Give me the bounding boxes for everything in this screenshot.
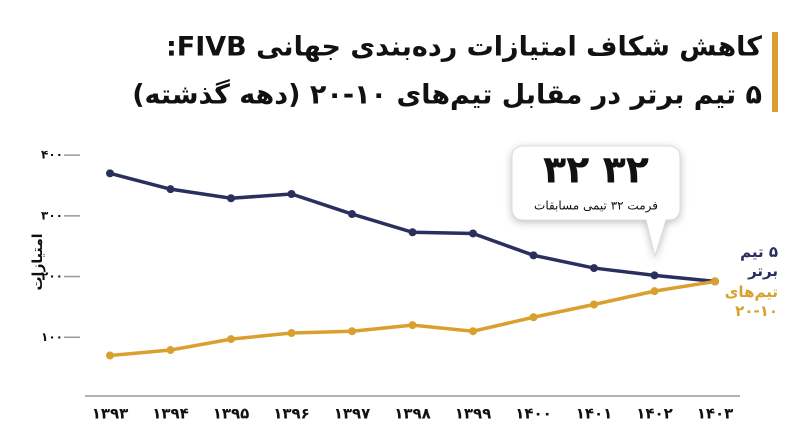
- annotation-box: [511, 145, 681, 258]
- y-tick-label: ۴۰۰: [41, 148, 63, 162]
- point: [469, 327, 477, 336]
- point: [469, 229, 477, 238]
- point: [287, 190, 296, 198]
- point: [650, 271, 659, 280]
- annotation: ۳۲ ۳۲ فرمت ۳۲ تیمی مسابقات: [511, 145, 681, 258]
- x-tick-label: ۱۳۹۶: [273, 405, 310, 423]
- point: [529, 251, 538, 260]
- annotation-title: ۳۲ ۳۲: [543, 148, 649, 192]
- point: [348, 210, 356, 219]
- y-tick-label: ۱۰۰: [41, 330, 63, 344]
- series-line: [109, 279, 716, 358]
- x-tick-label: ۱۳۹۹: [455, 405, 492, 423]
- y-tick-label: ۳۰۰: [41, 208, 63, 222]
- point: [711, 277, 719, 286]
- series-label: تیم‌های ۱۰-۲۰: [724, 283, 778, 321]
- x-tick-label: ۱۳۹۳: [92, 405, 129, 423]
- x-tick-label: ۱۳۹۸: [394, 405, 431, 423]
- x-tick-label: ۱۴۰۱: [576, 405, 613, 423]
- point: [408, 321, 417, 330]
- x-tick-label: ۱۳۹۵: [213, 405, 250, 423]
- point: [227, 194, 235, 203]
- point: [348, 327, 356, 336]
- x-tick-label: ۱۴۰۰: [515, 405, 552, 423]
- y-axis-label: امتیازات: [30, 233, 46, 290]
- point: [287, 329, 296, 338]
- point: [166, 346, 175, 355]
- annotation-text: فرمت ۳۲ تیمی مسابقات: [534, 199, 658, 214]
- point: [590, 264, 598, 273]
- series-label: ۵ تیم برتر: [740, 243, 778, 281]
- chart-subtitle: ۵ تیم برتر در مقابل تیم‌های ۱۰-۲۰ (دهه گ…: [132, 79, 762, 111]
- title-accent: [772, 32, 778, 112]
- chart-title: کاهش شکاف امتیازات رده‌بندی جهانی FIVB:: [166, 32, 762, 63]
- x-tick-label: ۱۴۰۳: [697, 405, 734, 423]
- x-tick-label: ۱۴۰۲: [636, 405, 673, 423]
- point: [408, 228, 417, 237]
- point: [650, 287, 659, 296]
- point: [590, 300, 598, 309]
- y-tick-label: ۲۰۰: [41, 269, 63, 283]
- point: [106, 351, 114, 360]
- x-tick-label: ۱۳۹۷: [334, 405, 371, 423]
- point: [166, 185, 175, 194]
- point: [106, 169, 114, 178]
- x-tick-label: ۱۳۹۴: [152, 405, 189, 423]
- point: [227, 335, 235, 344]
- point: [529, 313, 538, 322]
